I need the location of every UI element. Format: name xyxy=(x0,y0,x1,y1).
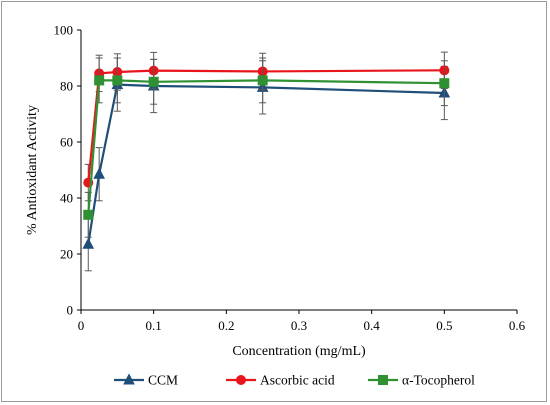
square-marker xyxy=(94,75,105,86)
y-axis-title: % Antioxidant Activity xyxy=(25,105,40,235)
x-tick-label: 0.1 xyxy=(146,318,162,333)
x-axis-title: Concentration (mg/mL) xyxy=(232,344,366,359)
square-marker xyxy=(378,375,388,385)
x-tick-label: 0.3 xyxy=(291,318,307,333)
y-tick-label: 60 xyxy=(60,135,73,150)
x-tick-label: 0.6 xyxy=(509,318,526,333)
y-tick-label: 100 xyxy=(54,23,74,38)
x-tick-label: 0.2 xyxy=(218,318,234,333)
y-tick-label: 40 xyxy=(60,191,73,206)
square-marker xyxy=(83,209,94,220)
y-axis-ticks: 0 20 40 60 80 100 xyxy=(54,23,81,318)
triangle-marker xyxy=(123,373,135,385)
legend-label: CCM xyxy=(148,373,178,388)
legend-item: α-Tocopherol xyxy=(368,373,475,388)
series-line xyxy=(87,83,445,245)
x-tick-label: 0 xyxy=(78,318,85,333)
square-marker xyxy=(148,76,159,87)
square-marker xyxy=(257,75,268,86)
square-marker xyxy=(439,78,450,89)
series-line xyxy=(87,79,445,215)
triangle-marker xyxy=(93,167,105,179)
x-axis-ticks: 0 0.1 0.2 0.3 0.4 0.5 0.6 xyxy=(78,310,526,333)
legend-item: CCM xyxy=(114,373,178,388)
circle-marker xyxy=(236,375,246,385)
y-tick-label: 0 xyxy=(67,303,74,318)
legend: CCM Ascorbic acid α-Tocopherol xyxy=(114,373,475,388)
series-group xyxy=(83,57,450,238)
y-tick-label: 80 xyxy=(60,79,73,94)
square-marker xyxy=(112,75,123,86)
series-layer xyxy=(82,51,451,272)
legend-item: Ascorbic acid xyxy=(226,373,335,388)
legend-label: Ascorbic acid xyxy=(260,373,335,388)
series-group xyxy=(83,51,450,202)
legend-label: α-Tocopherol xyxy=(402,373,475,388)
series-group xyxy=(82,57,451,272)
y-tick-label: 20 xyxy=(60,247,73,262)
x-tick-label: 0.4 xyxy=(364,318,381,333)
x-tick-label: 0.5 xyxy=(436,318,452,333)
triangle-marker xyxy=(82,237,95,249)
